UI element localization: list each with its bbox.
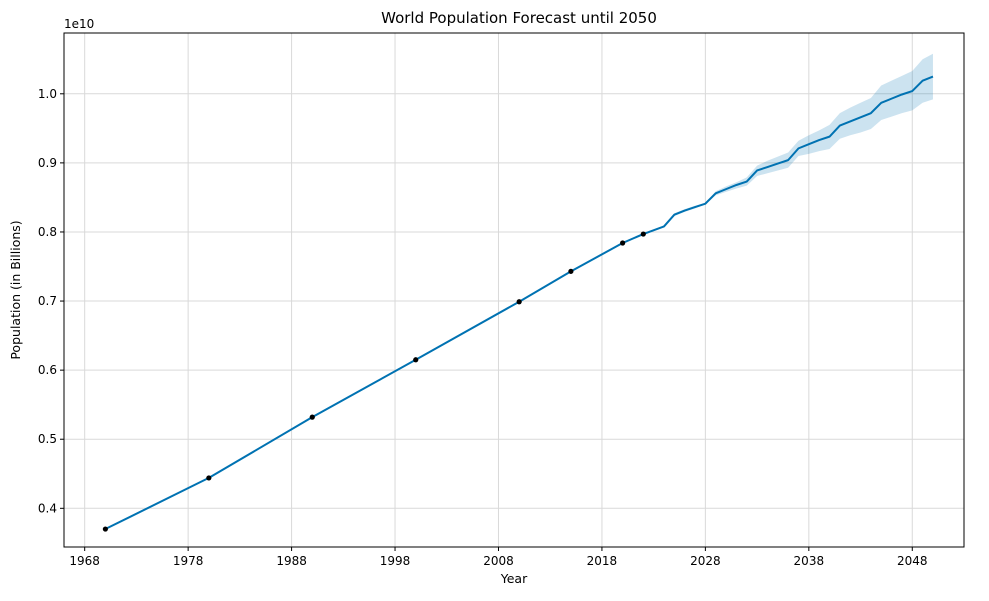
observed-point bbox=[640, 231, 646, 237]
observed-point bbox=[620, 240, 626, 246]
x-axis-ticks: 1968 1978 1988 1998 2008 2018 2028 2038 2048 bbox=[69, 547, 928, 568]
observed-point bbox=[102, 526, 108, 532]
x-tick-label: 1968 bbox=[69, 554, 100, 568]
x-tick-label: 2028 bbox=[690, 554, 721, 568]
observed-points-group bbox=[102, 231, 646, 532]
x-tick-label: 2048 bbox=[897, 554, 928, 568]
forecast-line bbox=[104, 75, 934, 530]
y-tick-label: 1.0 bbox=[38, 87, 57, 101]
x-tick-label: 2018 bbox=[587, 554, 618, 568]
y-tick-label: 0.8 bbox=[38, 225, 57, 239]
x-tick-label: 1978 bbox=[173, 554, 204, 568]
grid-lines bbox=[64, 33, 964, 547]
y-axis-label: Population (in Billions) bbox=[8, 220, 23, 359]
y-tick-label: 0.7 bbox=[38, 294, 57, 308]
x-axis-label: Year bbox=[500, 571, 528, 586]
y-axis-offset-label: 1e10 bbox=[64, 17, 94, 31]
x-tick-label: 2008 bbox=[483, 554, 514, 568]
x-tick-label: 2038 bbox=[794, 554, 825, 568]
plot-area-frame bbox=[63, 32, 965, 548]
observed-point bbox=[413, 357, 419, 363]
chart-title: World Population Forecast until 2050 bbox=[381, 9, 657, 27]
y-tick-label: 0.6 bbox=[38, 363, 57, 377]
y-tick-label: 0.4 bbox=[38, 501, 57, 515]
forecast-line-group bbox=[104, 75, 934, 530]
observed-point bbox=[516, 299, 522, 305]
y-tick-label: 0.5 bbox=[38, 432, 57, 446]
x-tick-label: 1998 bbox=[380, 554, 411, 568]
x-tick-label: 1988 bbox=[276, 554, 307, 568]
y-tick-label: 0.9 bbox=[38, 156, 57, 170]
y-axis-ticks: 0.4 0.5 0.6 0.7 0.8 0.9 1.0 bbox=[38, 87, 64, 515]
observed-point bbox=[206, 475, 212, 481]
observed-point bbox=[568, 268, 574, 274]
observed-point bbox=[309, 414, 315, 420]
